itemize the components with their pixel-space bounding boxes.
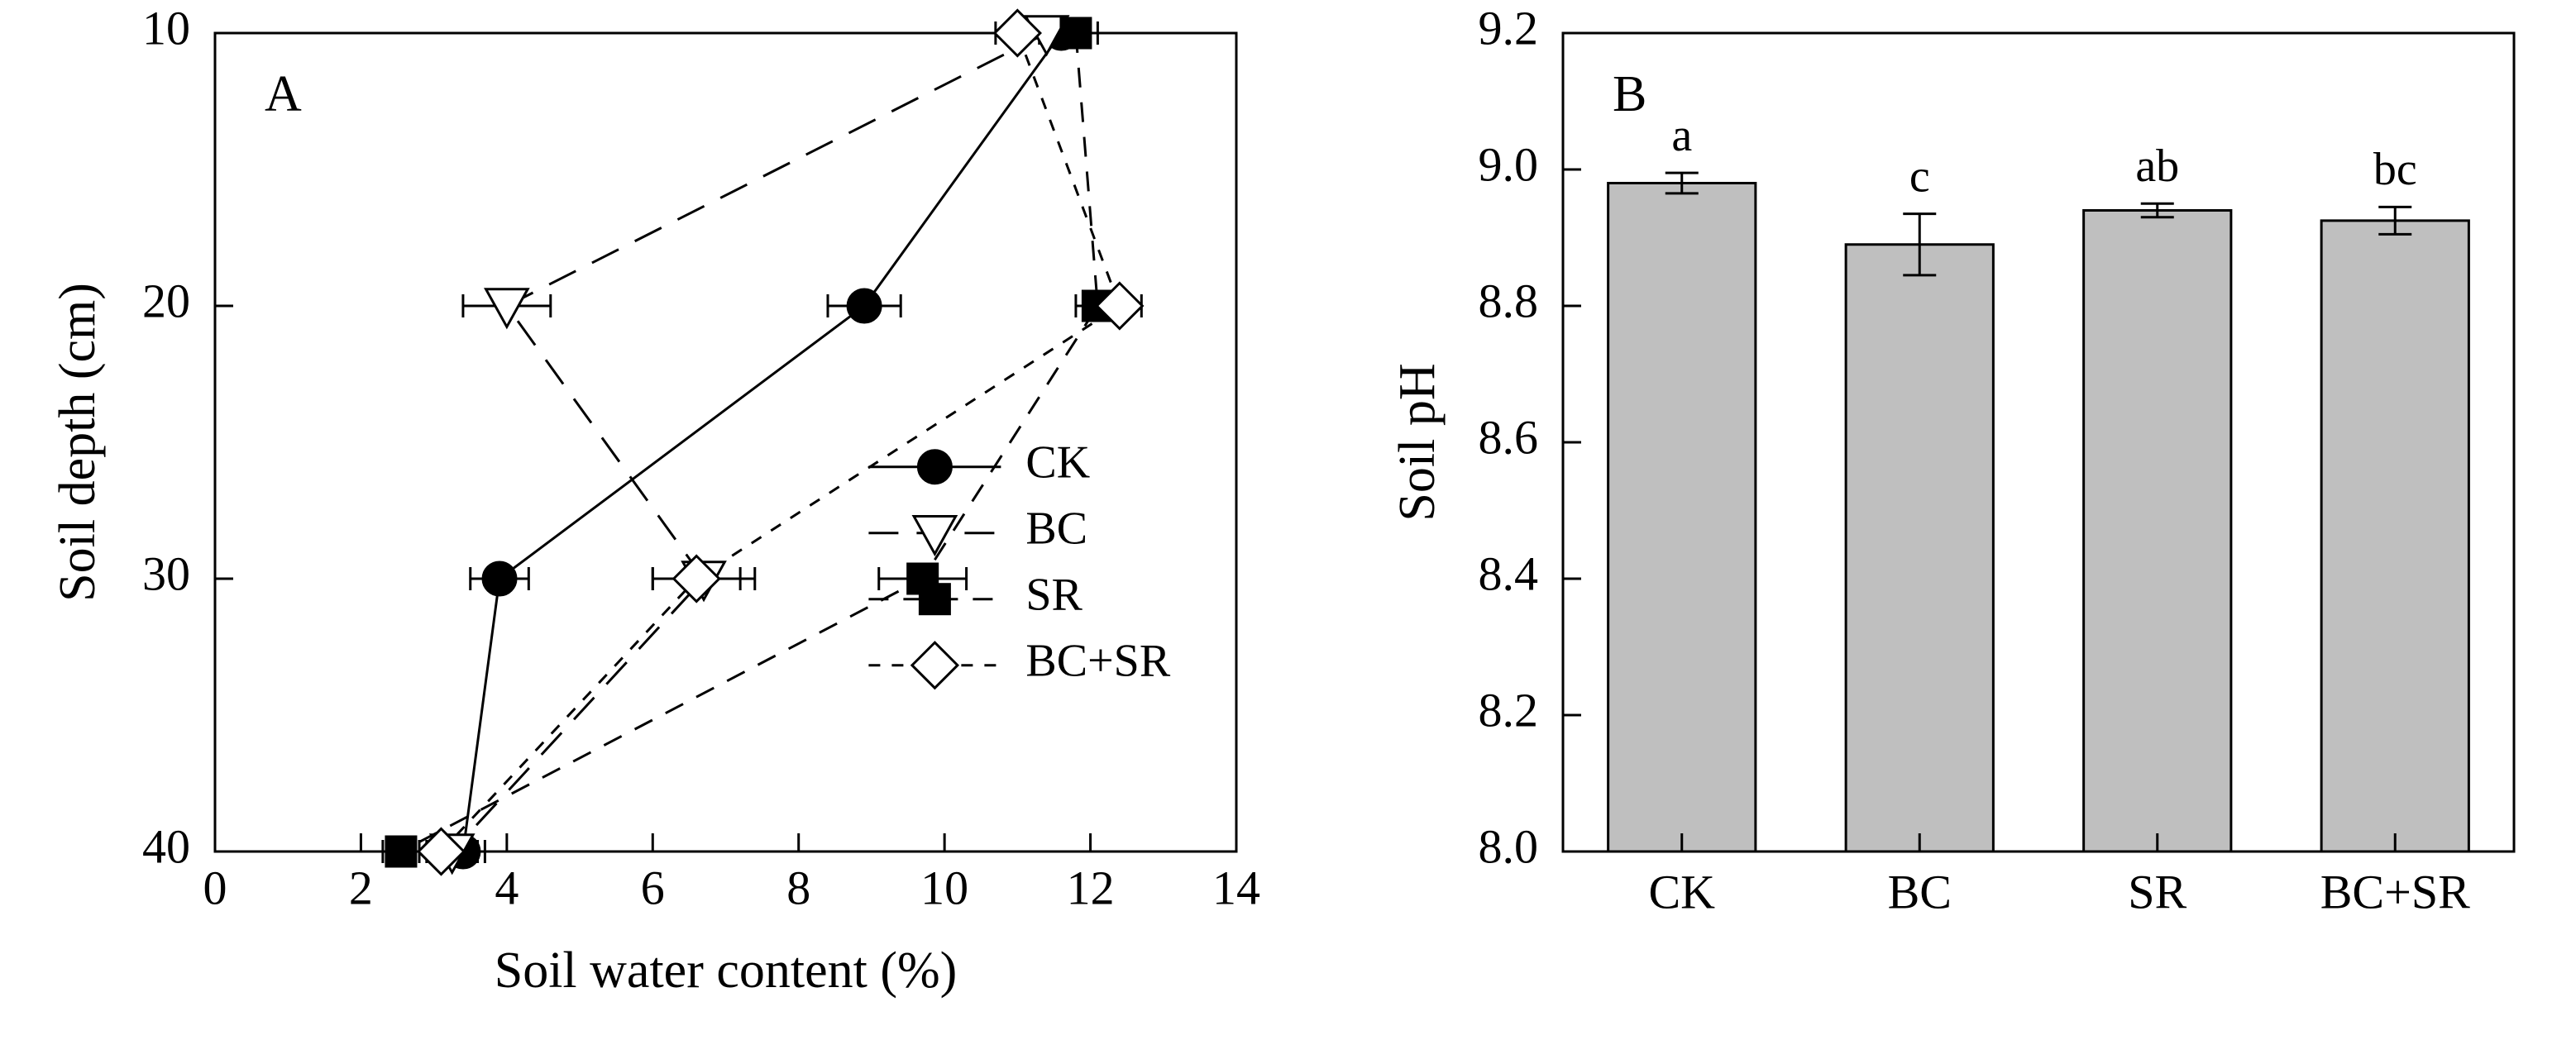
figure-svg: 0 2 4 6 8 10 12 14 10 20 30 40 Soil water content (%…	[0, 0, 2576, 1040]
svg-text:8.4: 8.4	[1479, 546, 1539, 600]
svg-text:6: 6	[641, 861, 665, 914]
svg-text:8.2: 8.2	[1479, 683, 1539, 737]
svg-text:0: 0	[203, 861, 227, 914]
svg-text:BC: BC	[1888, 865, 1952, 918]
svg-text:10: 10	[142, 1, 190, 55]
svg-text:Soil depth (cm): Soil depth (cm)	[50, 283, 106, 602]
svg-text:c: c	[1909, 150, 1930, 202]
svg-text:a: a	[1671, 110, 1692, 161]
svg-text:8.0: 8.0	[1479, 819, 1539, 873]
svg-text:12: 12	[1067, 861, 1115, 914]
svg-text:BC+SR: BC+SR	[2320, 865, 2470, 918]
svg-text:B: B	[1613, 66, 1646, 122]
svg-text:BC+SR: BC+SR	[1025, 636, 1170, 687]
svg-text:bc: bc	[2373, 144, 2417, 195]
svg-text:ab: ab	[2135, 141, 2179, 192]
svg-text:8.6: 8.6	[1479, 410, 1539, 464]
svg-text:14: 14	[1212, 861, 1260, 914]
svg-text:10: 10	[920, 861, 968, 914]
svg-text:2: 2	[349, 861, 373, 914]
svg-text:Soil pH: Soil pH	[1389, 363, 1446, 521]
svg-text:40: 40	[142, 819, 190, 873]
svg-text:30: 30	[142, 546, 190, 600]
svg-text:CK: CK	[1025, 437, 1090, 489]
panelA-lines	[401, 33, 1120, 852]
svg-text:9.2: 9.2	[1479, 1, 1539, 55]
svg-text:SR: SR	[2128, 865, 2186, 918]
svg-text:CK: CK	[1648, 865, 1715, 918]
svg-text:A: A	[265, 66, 302, 122]
svg-text:8: 8	[786, 861, 810, 914]
svg-text:4: 4	[495, 861, 519, 914]
svg-text:BC: BC	[1025, 503, 1087, 555]
svg-text:SR: SR	[1025, 570, 1082, 621]
svg-text:Soil water content (%): Soil water content (%)	[495, 942, 958, 999]
svg-text:20: 20	[142, 274, 190, 327]
svg-text:8.8: 8.8	[1479, 274, 1539, 327]
svg-text:9.0: 9.0	[1479, 137, 1539, 191]
figure-root: 0 2 4 6 8 10 12 14 10 20 30 40 Soil water content (%…	[0, 0, 2576, 1040]
